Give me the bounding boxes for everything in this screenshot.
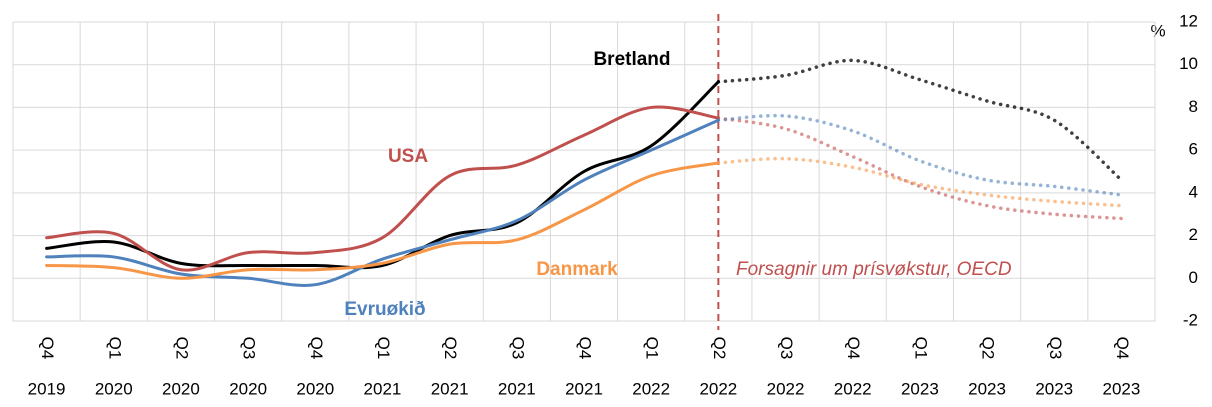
annotation: Forsagnir um prísvøkstur, OECD [736, 259, 1012, 280]
x-tick-year: 2022 [834, 379, 872, 398]
series-label: Bretland [593, 49, 670, 70]
x-tick-label: Q2 [979, 337, 998, 360]
x-tick-label: Q3 [1046, 337, 1065, 360]
x-tick-label: Q4 [38, 337, 57, 360]
series-label: Evruøkið [344, 299, 425, 320]
x-tick-year: 2023 [1102, 379, 1140, 398]
series-line [45, 118, 720, 287]
x-tick-year: 2020 [95, 379, 133, 398]
x-tick-year: 2021 [498, 379, 536, 398]
y-tick-label: 12 [1179, 11, 1198, 30]
y-tick-label: 0 [1189, 268, 1198, 287]
y-tick-label: 8 [1189, 97, 1198, 116]
x-tick-year: 2020 [229, 379, 267, 398]
y-tick-label: 2 [1189, 225, 1198, 244]
x-tick-year: 2019 [28, 379, 66, 398]
x-tick-label: Q3 [777, 337, 796, 360]
series-label: USA [388, 146, 428, 167]
x-tick-label: Q1 [643, 337, 662, 360]
series-line [45, 80, 720, 270]
forecast-line [716, 116, 1124, 221]
x-tick-label: Q2 [172, 337, 191, 360]
x-tick-label: Q1 [911, 337, 930, 360]
series-line [45, 161, 720, 280]
x-tick-label: Q1 [105, 337, 124, 360]
forecast-line [716, 113, 1124, 197]
x-tick-label: Q1 [374, 337, 393, 360]
x-tick-year: 2023 [901, 379, 939, 398]
x-tick-label: Q3 [508, 337, 527, 360]
y-tick-label: 10 [1179, 54, 1198, 73]
x-tick-label: Q4 [844, 337, 863, 360]
x-tick-year: 2022 [632, 379, 670, 398]
x-tick-year: 2020 [296, 379, 334, 398]
x-tick-year: 2022 [699, 379, 737, 398]
x-tick-year: 2023 [1035, 379, 1073, 398]
x-tick-year: 2020 [162, 379, 200, 398]
y-unit: % [1150, 21, 1165, 40]
y-tick-label: 6 [1189, 140, 1198, 159]
x-tick-label: Q2 [441, 337, 460, 360]
y-tick-label: -2 [1183, 310, 1198, 329]
x-tick-label: Q4 [576, 337, 595, 360]
series-label: Danmark [536, 259, 618, 280]
x-tick-label: Q4 [307, 337, 326, 360]
forecast-line [716, 156, 1124, 208]
x-tick-year: 2022 [767, 379, 805, 398]
series-line [45, 105, 720, 272]
x-tick-label: Q3 [240, 337, 259, 360]
x-tick-year: 2021 [565, 379, 603, 398]
x-tick-label: Q4 [1113, 337, 1132, 360]
forecast-line [716, 58, 1124, 182]
x-tick-label: Q2 [710, 337, 729, 360]
x-tick-year: 2021 [431, 379, 469, 398]
y-tick-label: 4 [1189, 182, 1198, 201]
x-tick-year: 2021 [364, 379, 402, 398]
x-tick-year: 2023 [968, 379, 1006, 398]
